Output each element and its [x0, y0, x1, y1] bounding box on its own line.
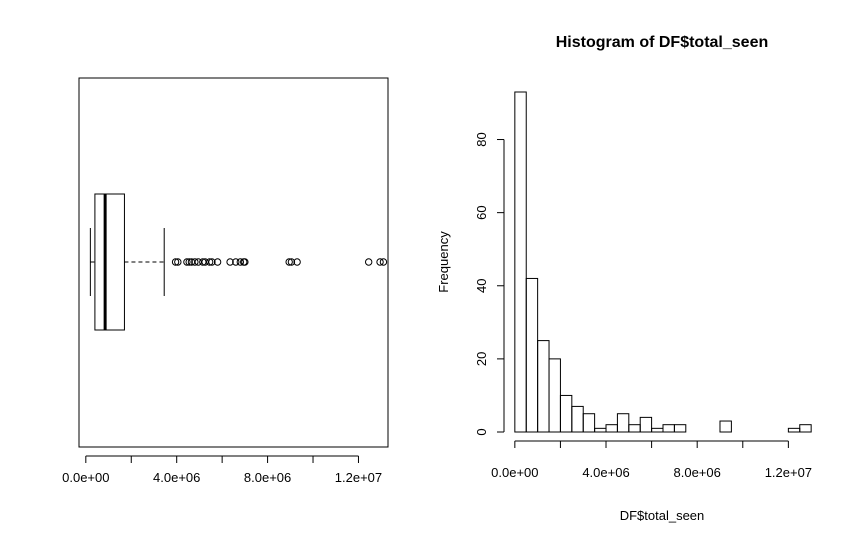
boxplot-panel: 0.0e+00 4.0e+06 8.0e+06 1.2e+07 — [62, 77, 389, 485]
boxplot-outlier — [232, 258, 240, 266]
boxplot-outlier — [376, 258, 384, 266]
boxplot-outlier — [293, 258, 301, 266]
histogram-bar — [559, 394, 573, 433]
histogram-bar — [594, 427, 607, 433]
boxplot-outlier — [285, 258, 293, 266]
boxplot-outlier — [183, 258, 191, 266]
boxplot-outlier — [185, 258, 193, 266]
boxplot-marks — [89, 193, 388, 331]
histogram-bar — [799, 424, 812, 433]
histogram-bar — [662, 424, 675, 433]
boxplot-frame — [78, 77, 389, 448]
histogram-x-tick-label: 8.0e+06 — [674, 465, 721, 480]
histogram-y-tick-label: 60 — [474, 205, 489, 219]
boxplot-outlier — [226, 258, 234, 266]
boxplot-box — [94, 193, 125, 331]
histogram-bar — [673, 424, 687, 433]
boxplot-x-axis: 0.0e+00 4.0e+06 8.0e+06 1.2e+07 — [62, 455, 382, 485]
histogram-y-tick-label: 20 — [474, 352, 489, 366]
histogram-bar — [628, 424, 641, 433]
histogram-x-axis: 0.0e+00 4.0e+06 8.0e+06 1.2e+07 — [491, 440, 812, 480]
boxplot-outlier — [287, 258, 296, 266]
histogram-bar — [639, 416, 653, 433]
histogram-bar — [605, 424, 618, 433]
histogram-bar — [571, 405, 584, 433]
histogram-x-tick-label: 1.2e+07 — [765, 465, 812, 480]
boxplot-x-tick-label: 1.2e+07 — [335, 470, 382, 485]
histogram-panel: Histogram of DF$total_seen 0.0e+00 4.0e+0… — [436, 34, 812, 523]
histogram-y-tick-label: 0 — [474, 428, 489, 435]
histogram-y-axis: 0 20 40 60 80 — [474, 132, 505, 436]
boxplot-outlier — [174, 258, 182, 266]
boxplot-x-tick-label: 0.0e+00 — [62, 470, 109, 485]
histogram-y-tick-label: 80 — [474, 132, 489, 146]
histogram-y-tick-label: 40 — [474, 279, 489, 293]
boxplot-outlier — [364, 258, 373, 266]
boxplot-outlier — [236, 258, 245, 266]
boxplot-outlier — [171, 258, 180, 266]
histogram-bar — [582, 413, 596, 433]
boxplot-outlier — [208, 258, 216, 266]
histogram-bar — [787, 427, 801, 433]
boxplot-x-tick-label: 8.0e+06 — [244, 470, 291, 485]
histogram-bar — [616, 413, 630, 433]
histogram-bar — [514, 91, 527, 433]
histogram-title: Histogram of DF$total_seen — [556, 34, 768, 51]
histogram-bar — [651, 427, 664, 433]
boxplot-x-tick-label: 4.0e+06 — [153, 470, 200, 485]
histogram-bar — [537, 340, 550, 433]
histogram-bar — [719, 420, 732, 433]
histogram-bar — [548, 358, 561, 433]
histogram-bars — [514, 91, 812, 433]
histogram-x-tick-label: 0.0e+00 — [491, 465, 538, 480]
histogram-y-axis-label: Frequency — [436, 231, 451, 293]
histogram-bar — [525, 277, 539, 433]
histogram-x-tick-label: 4.0e+06 — [582, 465, 629, 480]
boxplot-outlier — [379, 258, 388, 266]
boxplot-outlier — [213, 258, 222, 266]
histogram-x-axis-label: DF$total_seen — [620, 508, 705, 523]
boxplot-outlier — [241, 258, 249, 266]
boxplot-outlier — [191, 258, 199, 266]
boxplot-outlier — [205, 258, 214, 266]
